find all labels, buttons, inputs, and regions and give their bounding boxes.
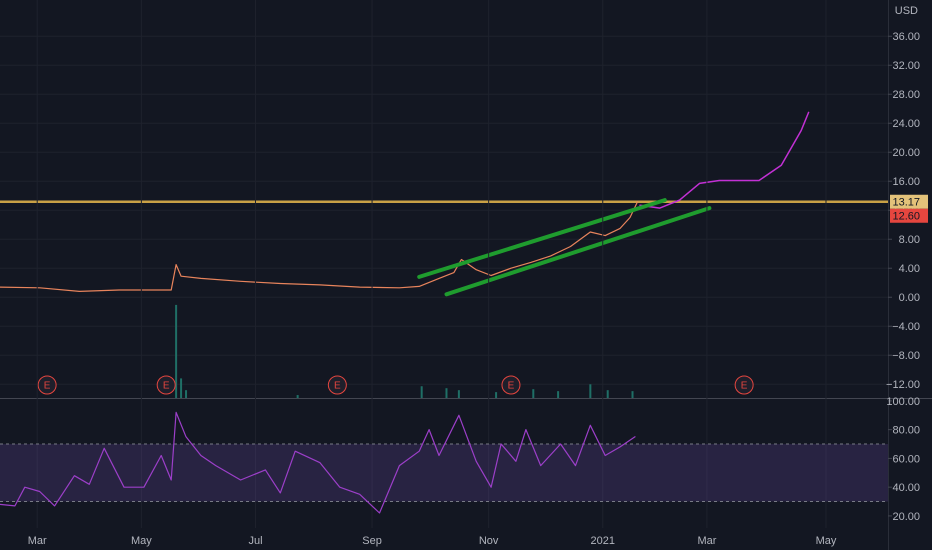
volume-bar — [175, 304, 178, 398]
y-tick-label: 60.00 — [892, 453, 920, 465]
currency: USD — [895, 5, 918, 17]
x-tick-label: Nov — [479, 535, 499, 547]
earnings-marker — [156, 375, 176, 395]
volume-bar — [495, 392, 498, 398]
earnings-marker — [734, 375, 754, 395]
x-tick-label: Mar — [28, 535, 47, 547]
y-tick-label: 36.00 — [892, 31, 920, 43]
earnings-label: E — [508, 381, 515, 392]
volume-bar — [589, 384, 592, 398]
volume-bar — [532, 389, 535, 398]
y-tick-label: −8.00 — [892, 350, 920, 362]
y-tick-label: 100.00 — [886, 396, 920, 408]
x-tick-label: May — [816, 535, 837, 547]
x-tick-label: Jul — [248, 535, 262, 547]
y-tick-label: 8.00 — [899, 234, 920, 246]
earnings-marker — [37, 375, 57, 395]
earnings-label: E — [741, 381, 748, 392]
earnings-label: E — [163, 381, 170, 392]
x-tick-label: 2021 — [591, 535, 615, 547]
series-line — [417, 198, 667, 279]
y-tick-label: 24.00 — [892, 118, 920, 130]
price-label: 12.60 — [892, 211, 920, 223]
volume-bar — [606, 390, 609, 398]
y-tick-label: −4.00 — [892, 321, 920, 333]
price-label: 13.17 — [892, 197, 920, 209]
series-line — [639, 111, 810, 209]
y-tick-label: 20.00 — [892, 511, 920, 523]
earnings-marker — [501, 375, 521, 395]
y-tick-label: −12.00 — [886, 379, 920, 391]
earnings-marker — [327, 375, 347, 395]
y-tick-label: 0.00 — [899, 292, 920, 304]
y-tick-label: 16.00 — [892, 176, 920, 188]
y-tick-label: 20.00 — [892, 147, 920, 159]
volume-bar — [631, 391, 634, 398]
series-line — [444, 206, 712, 297]
series-line — [0, 411, 636, 514]
x-tick-label: Sep — [362, 535, 382, 547]
y-tick-label: 80.00 — [892, 425, 920, 437]
x-tick-label: May — [131, 535, 152, 547]
volume-bar — [457, 390, 460, 398]
volume-bar — [557, 391, 560, 398]
y-tick-label: 28.00 — [892, 89, 920, 101]
y-tick-label: 4.00 — [899, 263, 920, 275]
volume-bar — [296, 395, 299, 398]
x-tick-label: Mar — [697, 535, 716, 547]
volume-bar — [185, 390, 188, 398]
price-label-box — [890, 194, 928, 209]
earnings-label: E — [44, 381, 51, 392]
rsi-band — [0, 444, 888, 502]
series-line — [0, 201, 639, 292]
price-label-box — [890, 208, 928, 223]
volume-bar — [445, 388, 448, 398]
y-tick-label: 32.00 — [892, 60, 920, 72]
volume-bar — [420, 386, 423, 398]
volume-bar — [180, 378, 183, 398]
earnings-label: E — [334, 381, 341, 392]
y-tick-label: 40.00 — [892, 482, 920, 494]
